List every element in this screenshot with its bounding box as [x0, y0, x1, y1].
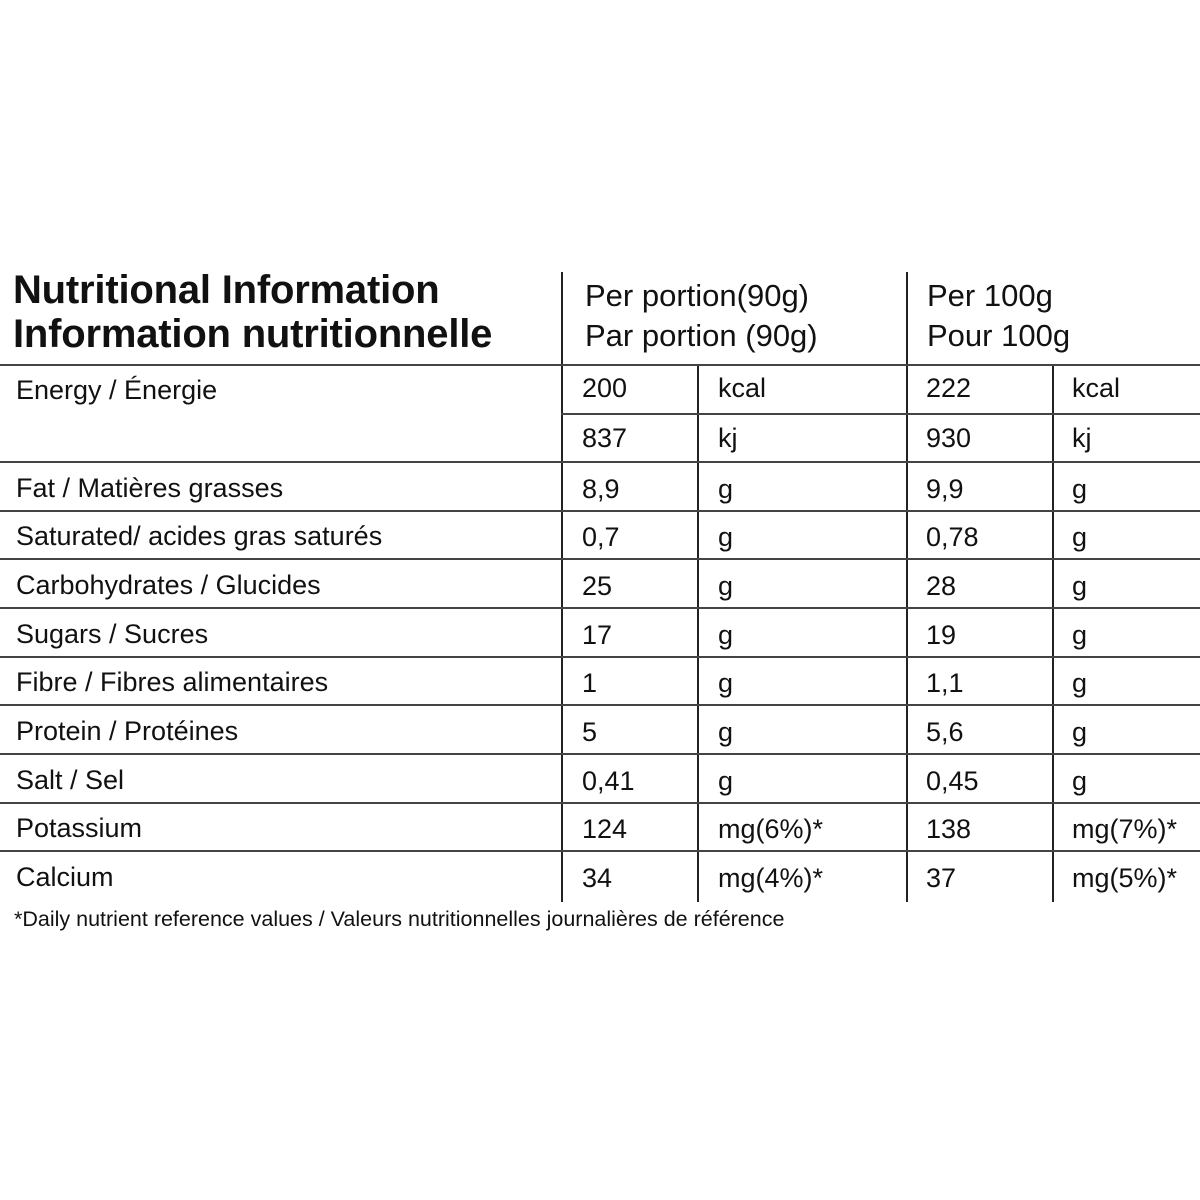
row-label: Fat / Matières grasses: [16, 472, 284, 503]
divider-header: [0, 364, 1200, 366]
portion-unit: g: [718, 619, 734, 650]
row-label: Saturated/ acides gras saturés: [16, 521, 383, 552]
per100-unit: g: [1072, 765, 1088, 796]
column-header-per-100g: Per 100g Pour 100g: [927, 276, 1070, 356]
portion-unit: g: [718, 668, 734, 699]
per100-value: 1,1: [926, 668, 964, 699]
per100-unit: g: [1072, 570, 1088, 601]
divider-vertical-portion: [561, 272, 563, 902]
title-english: Nutritional Information: [13, 268, 440, 312]
portion-unit: g: [718, 570, 734, 601]
divider-row: [0, 461, 1200, 463]
table-row: Protein / Protéines 5 g 5,6 g: [0, 705, 1200, 754]
row-label: Carbohydrates / Glucides: [16, 569, 321, 600]
per100-unit: g: [1072, 473, 1088, 504]
divider-row: [0, 656, 1200, 658]
divider-row: [0, 558, 1200, 560]
energy-kcal-per100-value: 222: [926, 373, 972, 403]
table-row: Calcium 34 mg(4%)* 37 mg(5%)*: [0, 851, 1200, 900]
per100-value: 9,9: [926, 473, 964, 504]
divider-row: [0, 510, 1200, 512]
table-row: Saturated/ acides gras saturés 0,7 g 0,7…: [0, 510, 1200, 559]
divider-vertical-per100-unit: [1052, 364, 1054, 902]
divider-row: [0, 607, 1200, 609]
row-label: Salt / Sel: [16, 764, 125, 795]
row-label: Calcium: [16, 862, 114, 892]
portion-unit: g: [718, 473, 734, 504]
table-row: Potassium 124 mg(6%)* 138 mg(7%)*: [0, 802, 1200, 851]
table-row: Fat / Matières grasses 8,9 g 9,9 g: [0, 462, 1200, 511]
per100-value: 0,78: [926, 522, 979, 553]
divider-row: [0, 802, 1200, 804]
per100-value: 37: [926, 863, 957, 893]
portion-value: 17: [582, 619, 613, 650]
portion-unit: g: [718, 716, 734, 747]
table-row: Sugars / Sucres 17 g 19 g: [0, 608, 1200, 657]
energy-kcal-per100-unit: kcal: [1072, 373, 1121, 403]
energy-kj-portion-unit: kj: [718, 423, 738, 453]
portion-unit: mg(6%)*: [718, 814, 824, 845]
portion-value: 124: [582, 814, 628, 845]
per100-value: 5,6: [926, 716, 964, 747]
energy-kcal-portion-value: 200: [582, 373, 628, 403]
divider-row: [0, 850, 1200, 852]
per100-value: 28: [926, 570, 957, 601]
portion-value: 8,9: [582, 473, 620, 504]
row-label: Sugars / Sucres: [16, 618, 209, 649]
per100-value: 19: [926, 619, 957, 650]
row-label: Potassium: [16, 813, 143, 844]
column-header-per-portion: Per portion(90g) Par portion (90g): [585, 276, 818, 356]
portion-value: 0,7: [582, 522, 620, 553]
nutrient-rows: Energy / Énergie 200 kcal 222 kcal 837 k…: [0, 364, 1200, 900]
per100-unit: mg(5%)*: [1072, 863, 1178, 893]
per100-value: 0,45: [926, 765, 979, 796]
per-100g-french: Pour 100g: [927, 318, 1071, 353]
per100-unit: mg(7%)*: [1072, 814, 1178, 845]
row-label: Energy / Énergie: [16, 375, 218, 405]
table-row: Carbohydrates / Glucides 25 g 28 g: [0, 559, 1200, 608]
table-row: Salt / Sel 0,41 g 0,45 g: [0, 754, 1200, 803]
portion-value: 25: [582, 570, 613, 601]
row-label: Protein / Protéines: [16, 715, 239, 746]
portion-value: 1: [582, 668, 598, 699]
per-portion-french: Par portion (90g): [585, 318, 818, 353]
per100-unit: g: [1072, 619, 1088, 650]
row-label: Fibre / Fibres alimentaires: [16, 667, 329, 698]
portion-value: 34: [582, 863, 613, 893]
energy-kj-per100-unit: kj: [1072, 423, 1092, 453]
divider-energy-sub: [561, 413, 1200, 415]
energy-kcal-portion-unit: kcal: [718, 373, 767, 403]
portion-unit: g: [718, 765, 734, 796]
energy-kj-portion-value: 837: [582, 423, 628, 453]
divider-vertical-portion-unit: [697, 364, 699, 902]
table-row-energy: Energy / Énergie 200 kcal 222 kcal 837 k…: [0, 364, 1200, 462]
portion-unit: g: [718, 522, 734, 553]
footnote: *Daily nutrient reference values / Valeu…: [14, 907, 785, 931]
portion-unit: mg(4%)*: [718, 863, 824, 893]
portion-value: 5: [582, 716, 598, 747]
table-header: Nutritional Information Information nutr…: [0, 268, 1200, 364]
energy-kj-per100-value: 930: [926, 423, 972, 453]
table-row: Fibre / Fibres alimentaires 1 g 1,1 g: [0, 656, 1200, 705]
per100-unit: g: [1072, 522, 1088, 553]
per-100g-english: Per 100g: [927, 278, 1053, 313]
per100-unit: g: [1072, 668, 1088, 699]
title-french: Information nutritionnelle: [13, 312, 493, 356]
per-portion-english: Per portion(90g): [585, 278, 810, 313]
divider-row: [0, 753, 1200, 755]
per100-value: 138: [926, 814, 972, 845]
per100-unit: g: [1072, 716, 1088, 747]
divider-row: [0, 704, 1200, 706]
portion-value: 0,41: [582, 765, 635, 796]
divider-vertical-per100: [906, 272, 908, 902]
table-title: Nutritional Information Information nutr…: [13, 268, 492, 356]
